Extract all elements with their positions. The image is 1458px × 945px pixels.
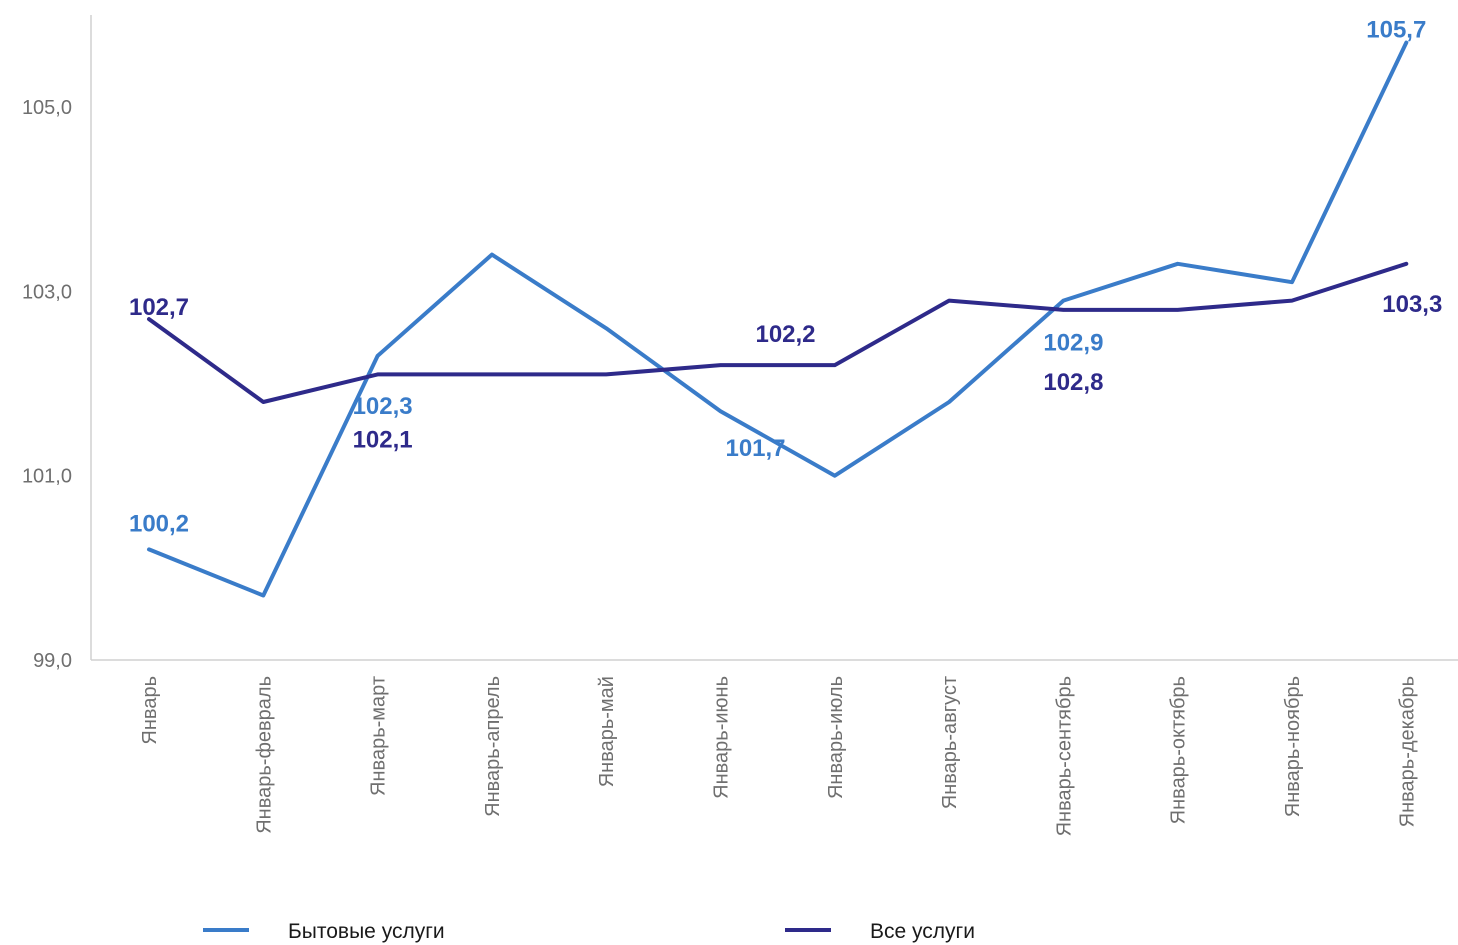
- data-label: 105,7: [1366, 17, 1426, 44]
- x-tick-label: Январь-март: [368, 676, 390, 796]
- x-tick-labels: Январь Январь-февраль Январь-март Январь-ап…: [139, 676, 1418, 836]
- legend-label: Бытовые услуги: [288, 920, 445, 943]
- x-tick-label: Январь-октябрь: [1168, 676, 1190, 824]
- legend: Бытовые услуги Все услуги: [203, 920, 975, 943]
- x-tick-label: Январь-май: [596, 676, 618, 787]
- data-label: 102,9: [1043, 330, 1103, 357]
- x-tick-label: Январь-июнь: [711, 676, 733, 799]
- x-tick-label: Январь: [139, 676, 161, 745]
- data-label: 102,1: [353, 426, 413, 453]
- series-lines: [147, 40, 1409, 598]
- data-label: 103,3: [1382, 291, 1442, 318]
- data-label: 102,3: [353, 393, 413, 420]
- y-tick-labels: 99,0 101,0 103,0 105,0: [22, 97, 72, 672]
- x-tick-label: Январь-апрель: [482, 676, 504, 817]
- data-label: 102,7: [129, 294, 189, 321]
- x-tick-label: Январь-июль: [825, 676, 847, 799]
- y-tick-label: 101,0: [22, 466, 72, 488]
- data-labels: 100,2 102,3 101,7 102,9 105,7 102,7 102,1 102,2…: [129, 17, 1442, 538]
- x-tick-label: Январь-сентябрь: [1053, 676, 1075, 836]
- y-tick-label: 105,0: [22, 97, 72, 119]
- x-tick-label: Январь-август: [939, 676, 961, 809]
- x-tick-label: Январь-февраль: [253, 676, 275, 834]
- data-label: 100,2: [129, 510, 189, 537]
- data-label: 102,2: [755, 321, 815, 348]
- y-tick-label: 103,0: [22, 281, 72, 303]
- x-tick-label: Январь-ноябрь: [1282, 676, 1304, 817]
- data-label: 102,8: [1043, 369, 1103, 396]
- series-line-2: [147, 261, 1409, 404]
- x-tick-label: Январь-декабрь: [1396, 676, 1418, 827]
- legend-label: Все услуги: [870, 920, 975, 943]
- series-line-1: [147, 40, 1409, 598]
- y-tick-label: 99,0: [33, 650, 72, 672]
- data-label: 101,7: [725, 435, 785, 462]
